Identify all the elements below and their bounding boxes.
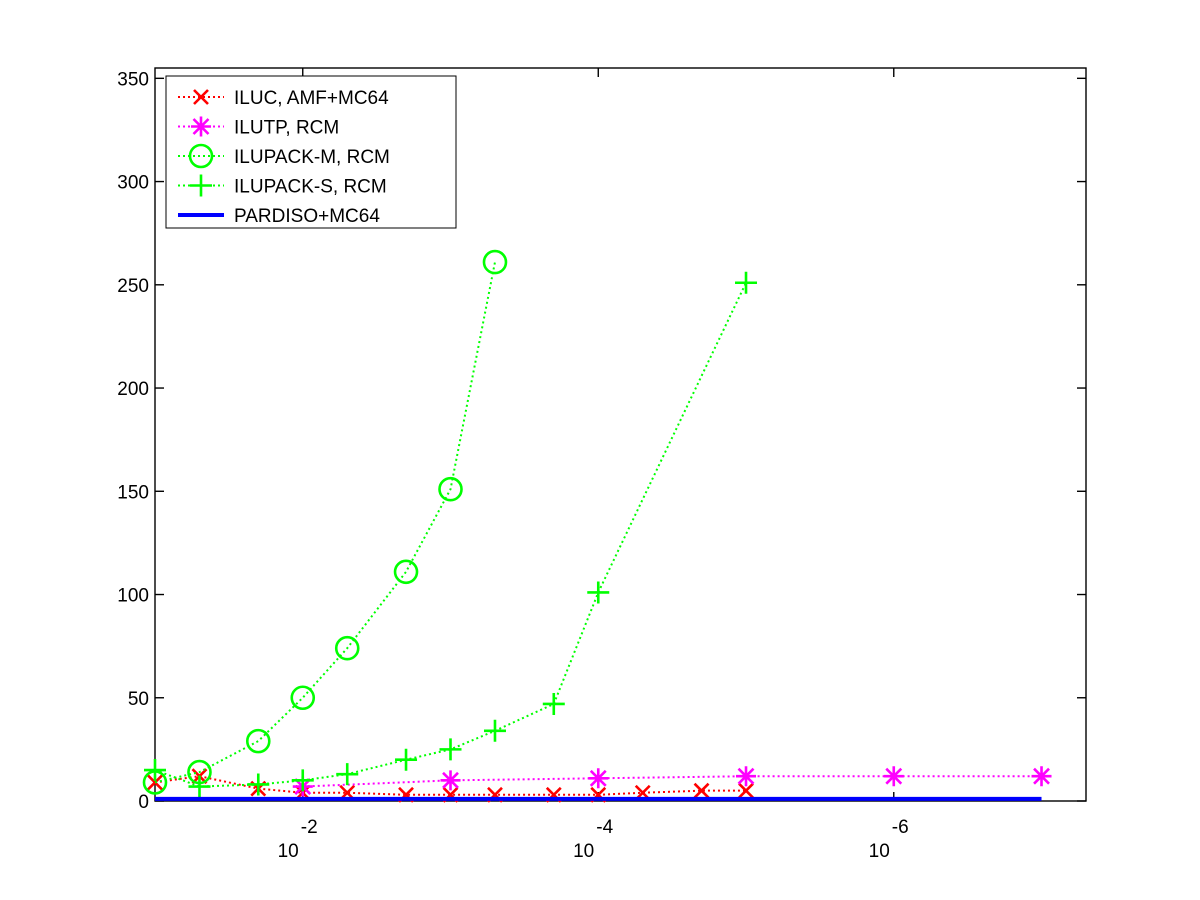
data-point: [188, 775, 211, 798]
x-tick-label-base: 10: [869, 841, 890, 862]
y-tick-label: 50: [128, 689, 149, 710]
y-tick-label: 0: [138, 792, 149, 813]
series-layer: [142, 249, 1052, 803]
data-point: [393, 559, 419, 585]
data-point: [144, 759, 166, 782]
x-tick-label-exponent: -2: [301, 817, 318, 838]
data-point: [291, 769, 314, 792]
legend-entry: ILUTP, RCM: [178, 116, 339, 139]
data-point: [735, 271, 758, 294]
legend-entry: ILUC, AMF+MC64: [178, 88, 389, 109]
legend-marker: [193, 89, 209, 105]
data-point: [334, 635, 360, 661]
y-tick-label: 200: [117, 379, 149, 400]
data-point: [439, 738, 462, 761]
data-point: [738, 782, 754, 799]
data-point: [1031, 766, 1052, 787]
x-tick-label-base: 10: [573, 841, 594, 862]
x-tick-label-exponent: -4: [596, 817, 613, 838]
data-point: [483, 719, 506, 742]
data-point: [440, 770, 461, 791]
y-tick-label: 250: [117, 276, 149, 297]
series-line: [302, 775, 1042, 788]
data-point: [542, 692, 565, 715]
x-tick-label-base: 10: [278, 841, 299, 862]
data-point: [290, 685, 316, 711]
data-point: [395, 748, 418, 771]
y-tick-label: 300: [117, 173, 149, 194]
data-point: [883, 766, 904, 787]
legend-marker: [188, 143, 214, 169]
legend-entry: PARDISO+MC64: [178, 206, 380, 227]
data-point: [587, 581, 610, 604]
data-point: [147, 774, 163, 791]
data-point: [247, 773, 270, 796]
x-axis: 10-210-410-6: [278, 68, 909, 862]
legend-marker: [191, 116, 211, 137]
data-point: [482, 249, 508, 275]
legend-label: PARDISO+MC64: [234, 206, 380, 227]
legend-label: ILUPACK-M, RCM: [234, 147, 390, 168]
legend-entry: ILUPACK-M, RCM: [178, 143, 390, 169]
data-point: [438, 476, 463, 502]
series-3: [144, 271, 758, 798]
y-axis: 0 50 100 150 200 250 300 350: [117, 69, 1086, 813]
data-point: [245, 728, 271, 754]
data-point: [693, 782, 710, 799]
data-point: [336, 763, 359, 786]
legend-box: [165, 75, 457, 229]
legend-label: ILUC, AMF+MC64: [234, 88, 389, 109]
legend-marker: [190, 174, 212, 197]
legend: ILUC, AMF+MC64 ILUTP, RCM ILUPACK-M, RCM IL…: [165, 75, 457, 229]
y-tick-label: 100: [117, 586, 149, 607]
data-point: [588, 768, 609, 789]
x-tick-label-exponent: -6: [892, 817, 909, 838]
legend-label: ILUTP, RCM: [234, 118, 339, 139]
y-tick-label: 350: [117, 69, 149, 90]
legend-entry: ILUPACK-S, RCM: [178, 174, 387, 198]
y-tick-label: 150: [117, 482, 149, 503]
legend-label: ILUPACK-S, RCM: [234, 177, 387, 198]
data-point: [736, 766, 757, 787]
